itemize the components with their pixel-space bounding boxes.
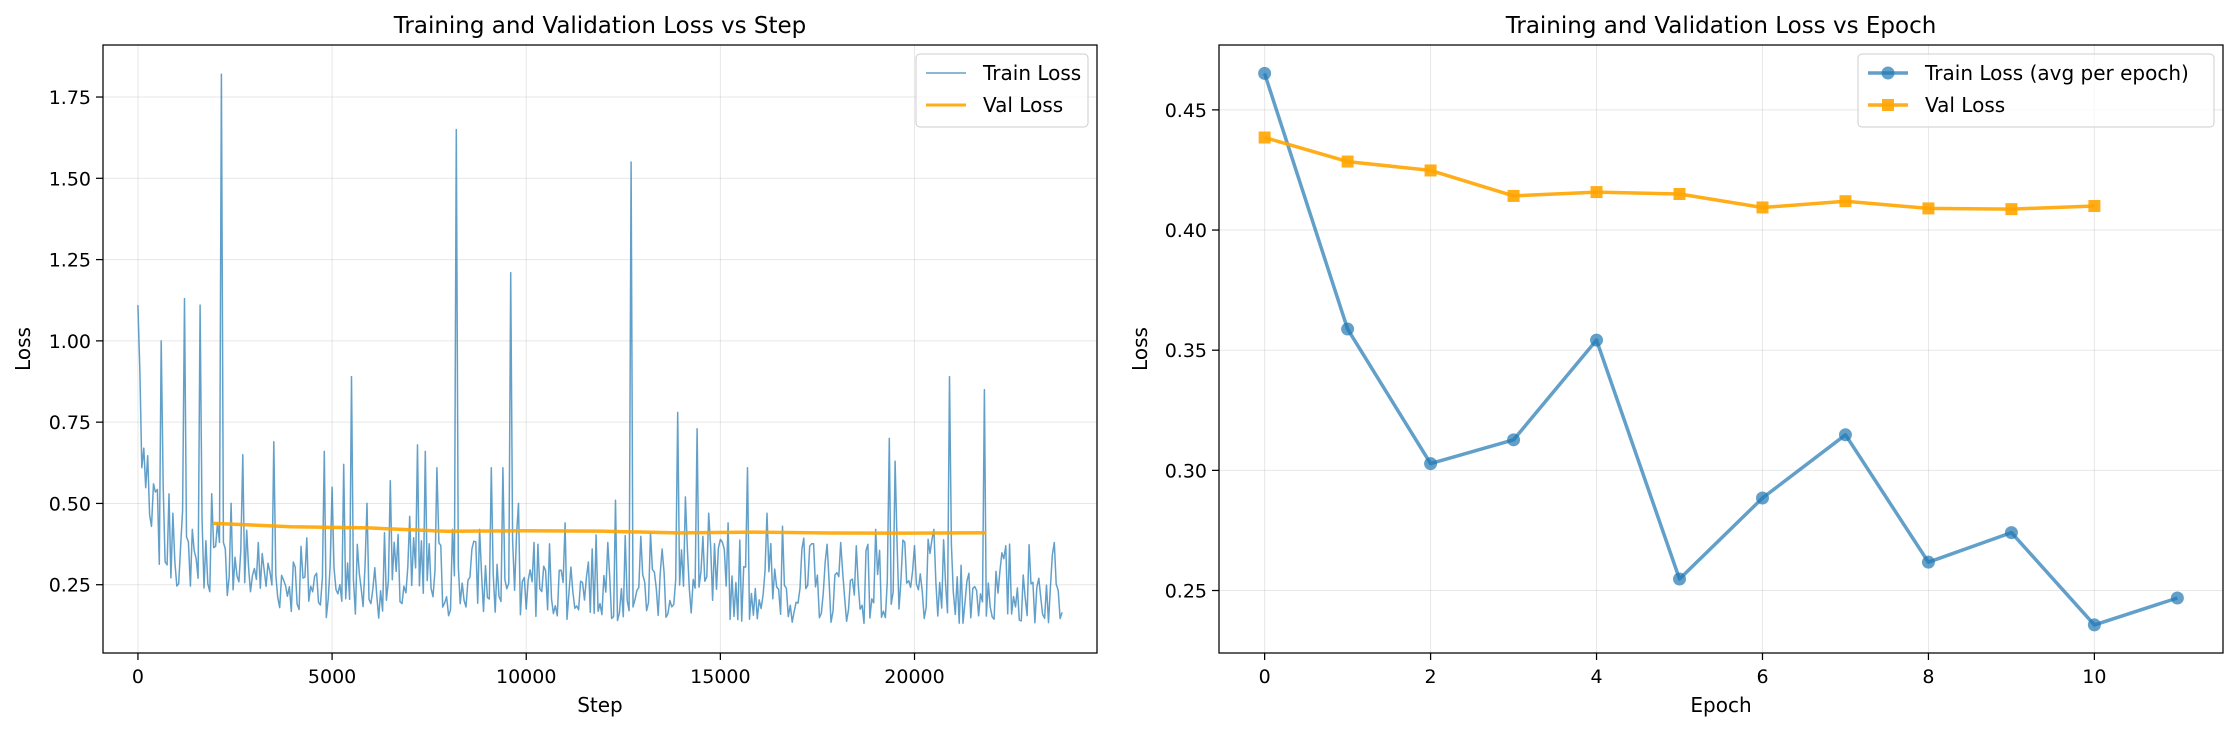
y-axis-label: Loss	[1128, 327, 1152, 371]
train-loss-point	[1755, 491, 1769, 505]
val-loss-point	[1922, 202, 1935, 215]
legend-marker-val-loss	[1882, 99, 1894, 111]
y-tick-label: 0.75	[49, 412, 91, 434]
y-tick-label: 0.35	[1165, 340, 1207, 362]
x-axis-label: Epoch	[1690, 693, 1751, 717]
train-loss-line	[1262, 72, 2178, 627]
train-loss-line	[137, 73, 1063, 625]
y-tick-label: 0.25	[49, 575, 91, 597]
x-axis-label: Step	[577, 693, 623, 717]
x-tick-label: 0	[132, 666, 144, 688]
train-loss-point	[1590, 333, 1604, 347]
val-loss-point	[1341, 155, 1354, 168]
x-tick-label: 2	[1425, 666, 1437, 688]
train-loss-point	[2004, 526, 2018, 540]
plot-frame	[1218, 44, 2224, 654]
val-loss-point	[1507, 189, 1520, 202]
x-tick-label: 4	[1590, 666, 1602, 688]
train-loss-point	[1673, 572, 1687, 586]
y-tick-label: 0.40	[1165, 220, 1207, 242]
train-loss-point	[1507, 433, 1521, 447]
legend-label-train-loss: Train Loss	[982, 61, 1081, 85]
x-tick-label: 5000	[308, 666, 356, 688]
train-loss-point	[1424, 457, 1438, 471]
val-loss-point	[1590, 186, 1603, 199]
x-tick-label: 10	[2082, 666, 2106, 688]
legend: Train Loss (avg per epoch) Val Loss	[1857, 53, 2215, 128]
x-tick-label: 8	[1922, 666, 1934, 688]
train-loss-point	[1341, 322, 1355, 336]
legend-marker-train-loss	[1881, 66, 1895, 80]
y-tick-label: 1.75	[49, 87, 91, 109]
y-tick-label: 1.00	[49, 331, 91, 353]
val-loss-point	[1756, 201, 1769, 214]
val-loss-point	[1839, 195, 1852, 208]
val-loss-point	[1258, 131, 1271, 144]
y-tick-label: 0.50	[49, 493, 91, 515]
x-tick-label: 15000	[690, 666, 750, 688]
val-loss-point	[1673, 187, 1686, 200]
y-tick-label: 0.45	[1165, 100, 1207, 122]
train-loss-point	[1838, 428, 1852, 442]
train-loss-point	[1258, 66, 1272, 80]
x-tick-label: 6	[1756, 666, 1768, 688]
val-loss-point	[2005, 203, 2018, 216]
y-tick-label: 0.25	[1165, 581, 1207, 603]
val-loss-line	[213, 521, 987, 535]
train-loss-point	[2087, 618, 2101, 632]
y-tick-label: 0.30	[1165, 460, 1207, 482]
legend: Train Loss Val Loss	[915, 53, 1089, 128]
legend-label-val-loss: Val Loss	[983, 93, 1063, 117]
y-tick-label: 1.25	[49, 250, 91, 272]
val-loss-point	[2088, 200, 2101, 213]
x-tick-label: 10000	[496, 666, 556, 688]
x-tick-label: 20000	[884, 666, 944, 688]
plot-frame	[102, 44, 1098, 654]
chart-title: Training and Validation Loss vs Step	[393, 13, 807, 39]
train-loss-point	[1921, 555, 1935, 569]
val-loss-point	[1424, 164, 1437, 177]
y-tick-label: 1.50	[49, 168, 91, 190]
y-axis-label: Loss	[11, 327, 35, 371]
chart-title: Training and Validation Loss vs Epoch	[1505, 13, 1937, 39]
legend-label-train-loss: Train Loss (avg per epoch)	[1924, 61, 2189, 85]
train-loss-point	[2170, 591, 2184, 605]
x-tick-label: 0	[1259, 666, 1271, 688]
legend-label-val-loss: Val Loss	[1925, 93, 2005, 117]
